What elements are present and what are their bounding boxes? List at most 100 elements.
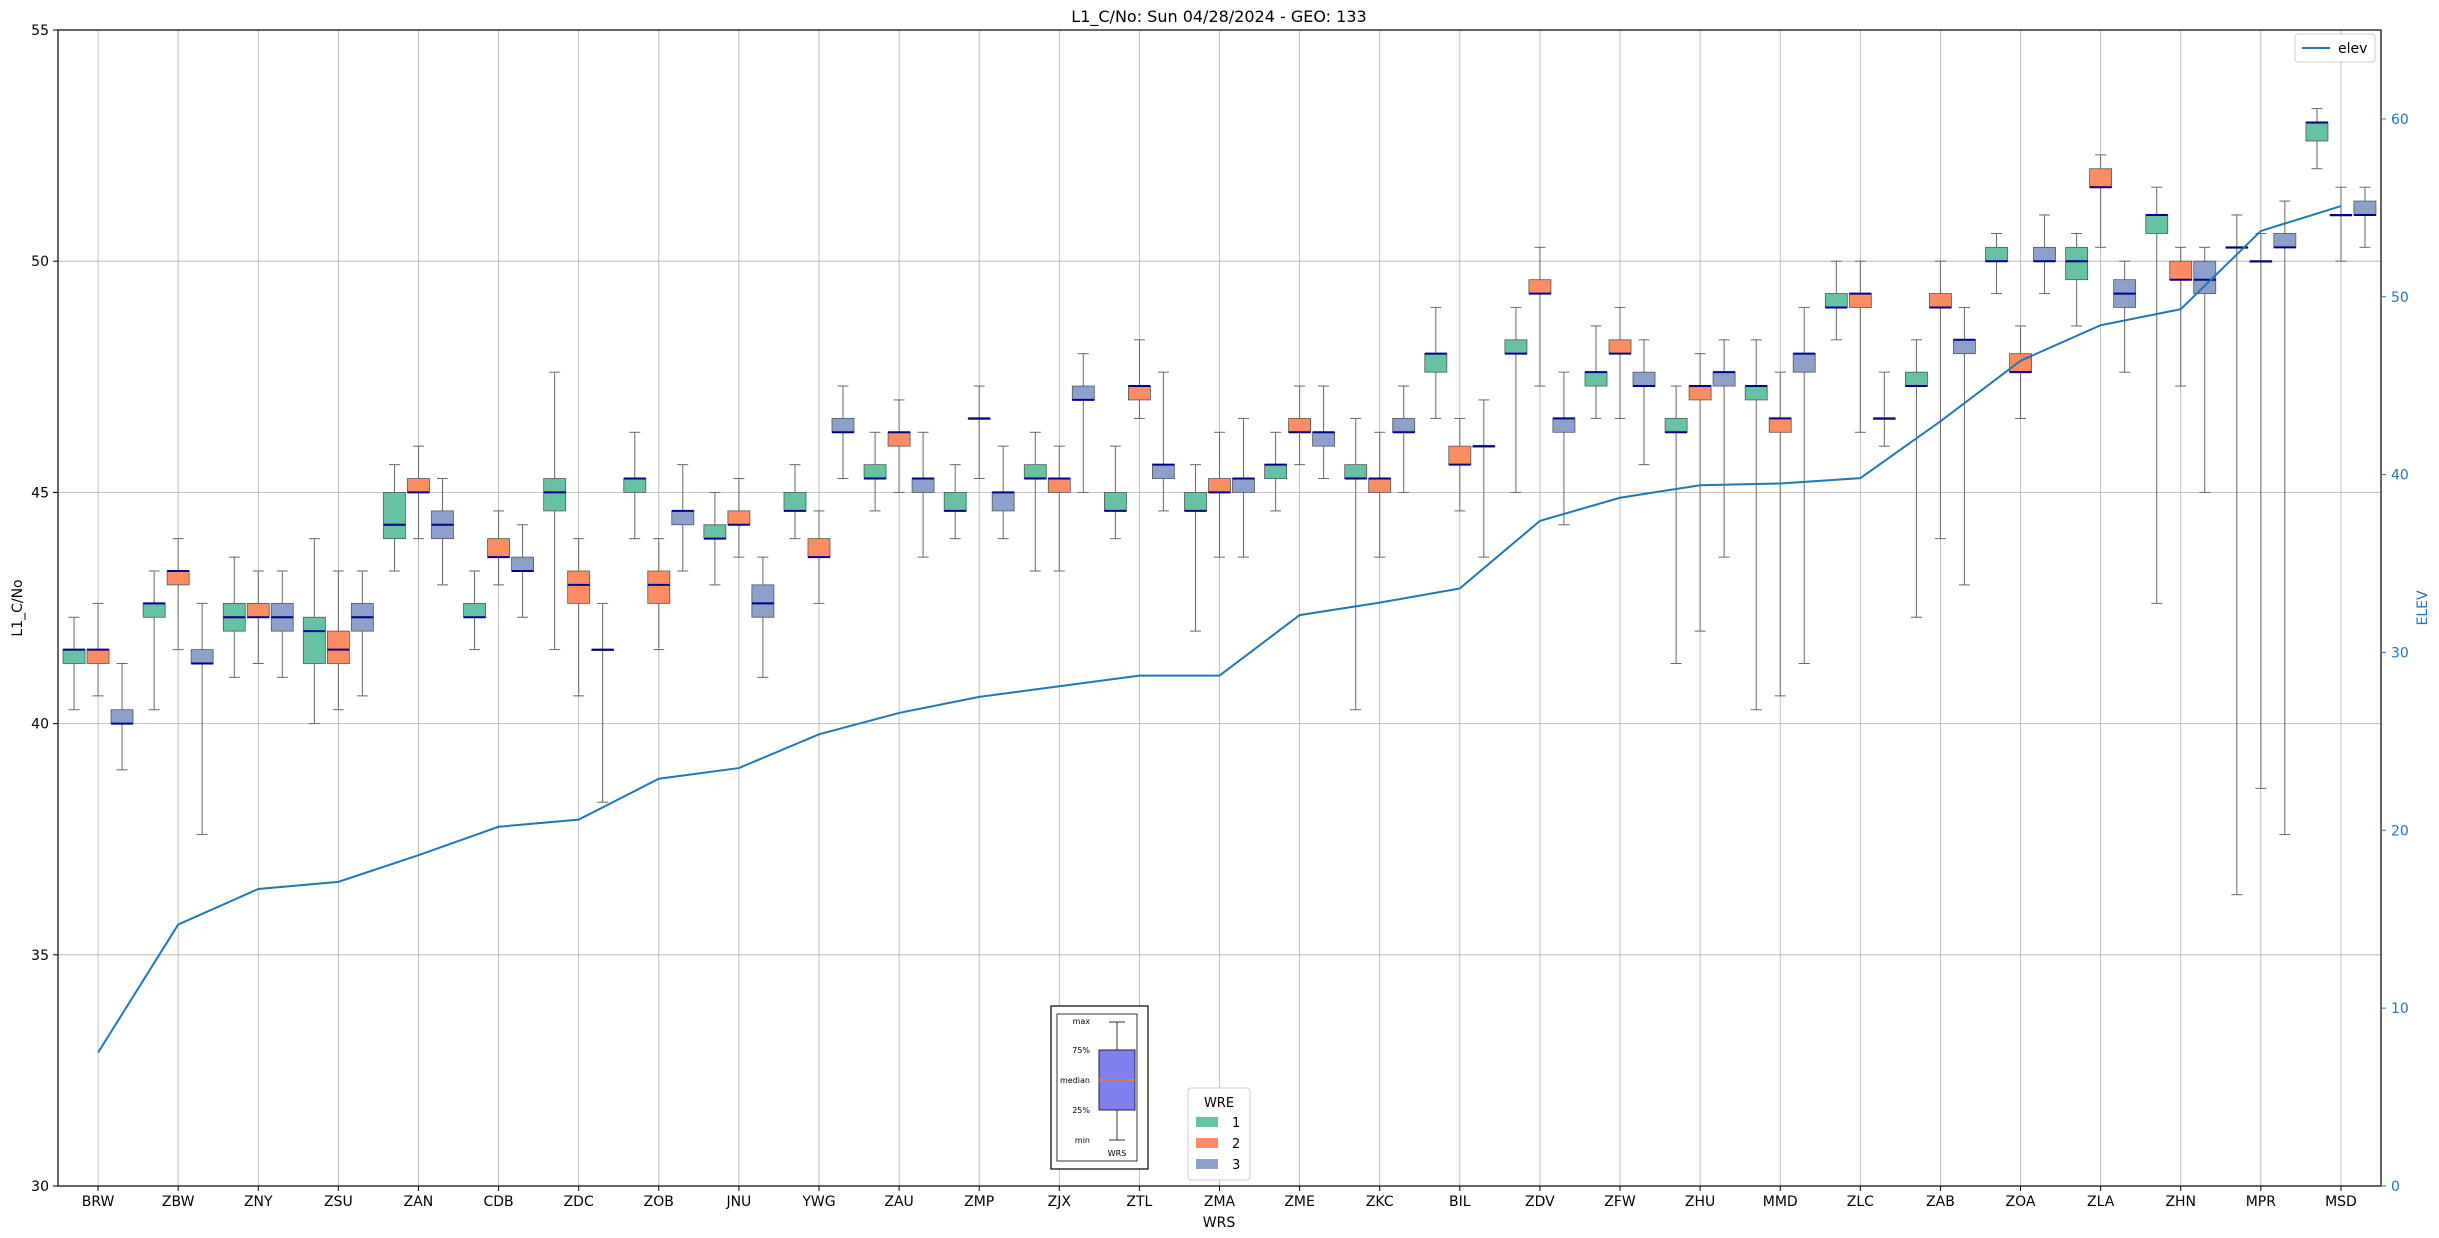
x-tick-label: ZKC: [1366, 1194, 1394, 1210]
x-tick-label: ZHU: [1685, 1194, 1715, 1210]
box-zdc-wre3: [591, 602, 615, 803]
box-zjx-wre2: [1047, 445, 1071, 572]
x-tick-label: ZMA: [1204, 1194, 1236, 1210]
y-tick-label: 40: [31, 717, 49, 733]
box-zmp-wre1: [943, 464, 967, 540]
box-body: [2305, 122, 2329, 142]
box-zoa-wre1: [1985, 232, 2008, 295]
x-tick-label: MSD: [2325, 1194, 2357, 1210]
box-key-label-median: median: [1060, 1076, 1090, 1085]
x-tick-label: ZMP: [964, 1194, 994, 1210]
x-tick-label: ZSU: [324, 1194, 353, 1210]
x-tick-label: ZBW: [162, 1194, 195, 1210]
box-key-label-max: max: [1073, 1017, 1091, 1026]
box-zsu-wre1: [302, 538, 326, 725]
box-zdc-wre2: [567, 538, 591, 697]
box-body: [1368, 478, 1392, 493]
box-body: [1985, 246, 2008, 262]
box-key-xlabel: WRS: [1108, 1149, 1127, 1158]
x-tick-label: ZDV: [1525, 1194, 1555, 1210]
box-mmd-wre2: [1768, 371, 1792, 697]
box-body: [1071, 385, 1095, 401]
x-tick-label: ZLA: [2087, 1194, 2115, 1210]
box-key-label-min: min: [1075, 1136, 1090, 1145]
box-zsu-wre3: [350, 570, 374, 697]
box-body: [1448, 445, 1472, 466]
box-msd-wre2: [2329, 186, 2353, 262]
box-msd-wre1: [2305, 108, 2329, 170]
elev-legend-frame: [2294, 33, 2376, 63]
x-tick-label: BRW: [82, 1194, 115, 1210]
box-body: [463, 602, 486, 618]
x-axis: BRW ZBW ZNY ZSU ZAN CDB ZDC ZOB JNU YWG ZAU ZMP ZJX Z…: [82, 1186, 2357, 1210]
box-jnu-wre2: [727, 478, 751, 558]
x-tick-label: ZOB: [644, 1194, 674, 1210]
box-body: [943, 491, 967, 512]
box-msd-wre3: [2353, 186, 2377, 248]
x-tick-label: BIL: [1449, 1194, 1471, 1210]
box-zny-wre2: [246, 570, 270, 664]
box-series: [62, 108, 2377, 896]
box-zla-wre3: [2113, 260, 2137, 373]
box-ywg-wre3: [831, 385, 855, 480]
y-tick-label: 55: [31, 23, 49, 39]
box-zab-wre1: [1905, 339, 1928, 618]
box-zhn-wre3: [2193, 246, 2217, 493]
box-mpr-wre2: [2249, 232, 2273, 789]
box-brw-wre2: [86, 602, 110, 697]
box-body: [543, 478, 567, 512]
box-zma-wre1: [1184, 464, 1207, 632]
x-tick-label: MPR: [2246, 1194, 2277, 1210]
box-body: [1712, 371, 1736, 387]
box-mmd-wre1: [1744, 339, 1768, 711]
box-body: [1151, 464, 1175, 479]
box-body: [1127, 385, 1151, 401]
box-mmd-wre3: [1792, 306, 1816, 664]
x-tick-label: ZME: [1284, 1194, 1315, 1210]
box-zme-wre3: [1312, 385, 1336, 480]
box-body: [1392, 418, 1416, 433]
wre-legend-frame: [1187, 1087, 1251, 1181]
box-zhu-wre1: [1664, 385, 1688, 664]
box-body: [1208, 478, 1231, 493]
box-zlc-wre3: [1872, 371, 1896, 447]
y2-tick-label: 0: [2391, 1179, 2400, 1195]
y2-tick-label: 50: [2391, 290, 2409, 306]
box-body: [1184, 491, 1207, 512]
box-zny-wre1: [222, 556, 246, 678]
box-body: [407, 478, 430, 493]
box-zla-wre1: [2065, 232, 2089, 327]
box-body: [1528, 279, 1552, 294]
x-tick-label: ZLC: [1847, 1194, 1874, 1210]
box-zan-wre3: [431, 478, 454, 586]
box-zkc-wre3: [1392, 385, 1416, 493]
box-zjx-wre3: [1071, 353, 1095, 493]
box-zkc-wre1: [1344, 417, 1368, 711]
box-ywg-wre2: [807, 510, 831, 604]
box-body: [1288, 418, 1312, 433]
box-zlc-wre2: [1848, 260, 1872, 433]
box-jnu-wre1: [703, 491, 727, 586]
x-tick-label: ZAN: [404, 1194, 434, 1210]
y-axis: 30 35 40 45 50 55: [31, 23, 58, 1195]
box-body: [2273, 233, 2297, 248]
wre-legend: WRE 1 2 3: [1187, 1087, 1251, 1181]
box-body: [2145, 214, 2169, 234]
y2-tick-label: 20: [2391, 823, 2409, 839]
y-tick-label: 35: [31, 948, 49, 964]
box-zob-wre2: [647, 538, 671, 651]
box-zau-wre1: [863, 431, 887, 512]
box-zfw-wre1: [1584, 325, 1608, 419]
box-zma-wre3: [1232, 417, 1255, 558]
box-body: [1264, 464, 1288, 479]
wre-legend-label-1: 1: [1232, 1116, 1240, 1131]
box-body: [671, 510, 695, 526]
box-body: [567, 570, 591, 604]
box-body: [1023, 464, 1047, 479]
box-ztl-wre1: [1103, 445, 1127, 540]
box-body: [1768, 418, 1792, 433]
box-zjx-wre1: [1023, 431, 1047, 572]
box-body: [1047, 478, 1071, 493]
box-body: [807, 538, 831, 558]
